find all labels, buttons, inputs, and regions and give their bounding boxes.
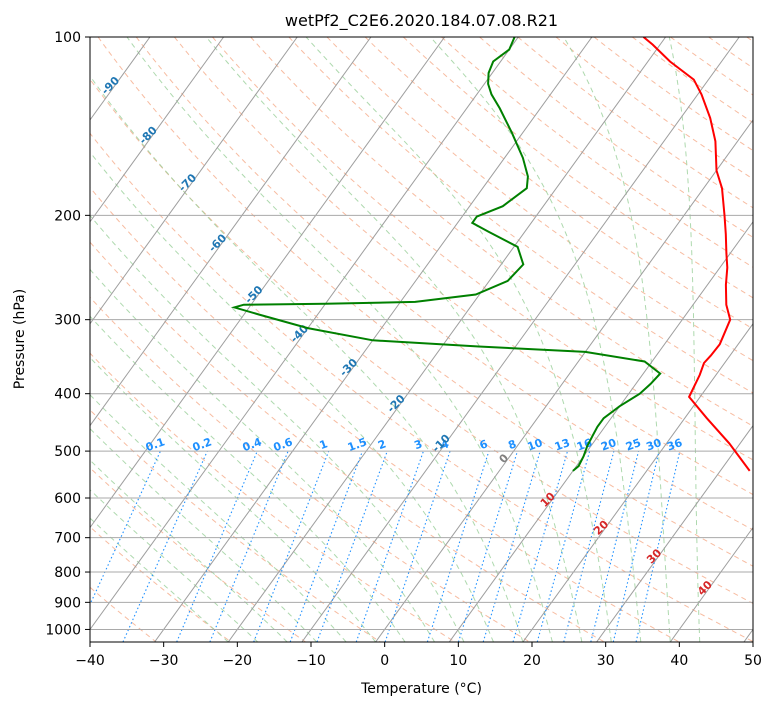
x-tick-label: −10 xyxy=(296,653,326,669)
x-tick-label: 0 xyxy=(380,653,389,669)
y-tick-label: 100 xyxy=(54,30,81,46)
x-tick-label: 40 xyxy=(670,653,688,669)
y-tick-label: 1000 xyxy=(45,622,81,638)
chart-title: wetPf2_C2E6.2020.184.07.08.R21 xyxy=(285,11,558,31)
x-tick-label: 10 xyxy=(449,653,467,669)
y-tick-label: 400 xyxy=(54,387,81,403)
y-tick-label: 300 xyxy=(54,313,81,329)
y-tick-label: 200 xyxy=(54,208,81,224)
x-tick-label: 30 xyxy=(597,653,615,669)
y-tick-label: 800 xyxy=(54,565,81,581)
y-tick-label: 600 xyxy=(54,491,81,507)
y-axis-label: Pressure (hPa) xyxy=(12,289,28,389)
x-tick-label: −20 xyxy=(223,653,253,669)
x-tick-label: 50 xyxy=(744,653,762,669)
x-tick-label: −40 xyxy=(75,653,105,669)
y-tick-label: 900 xyxy=(54,595,81,611)
x-axis-label: Temperature (°C) xyxy=(360,681,482,697)
x-tick-label: −30 xyxy=(149,653,179,669)
y-tick-label: 700 xyxy=(54,531,81,547)
x-tick-label: 20 xyxy=(523,653,541,669)
y-tick-label: 500 xyxy=(54,444,81,460)
